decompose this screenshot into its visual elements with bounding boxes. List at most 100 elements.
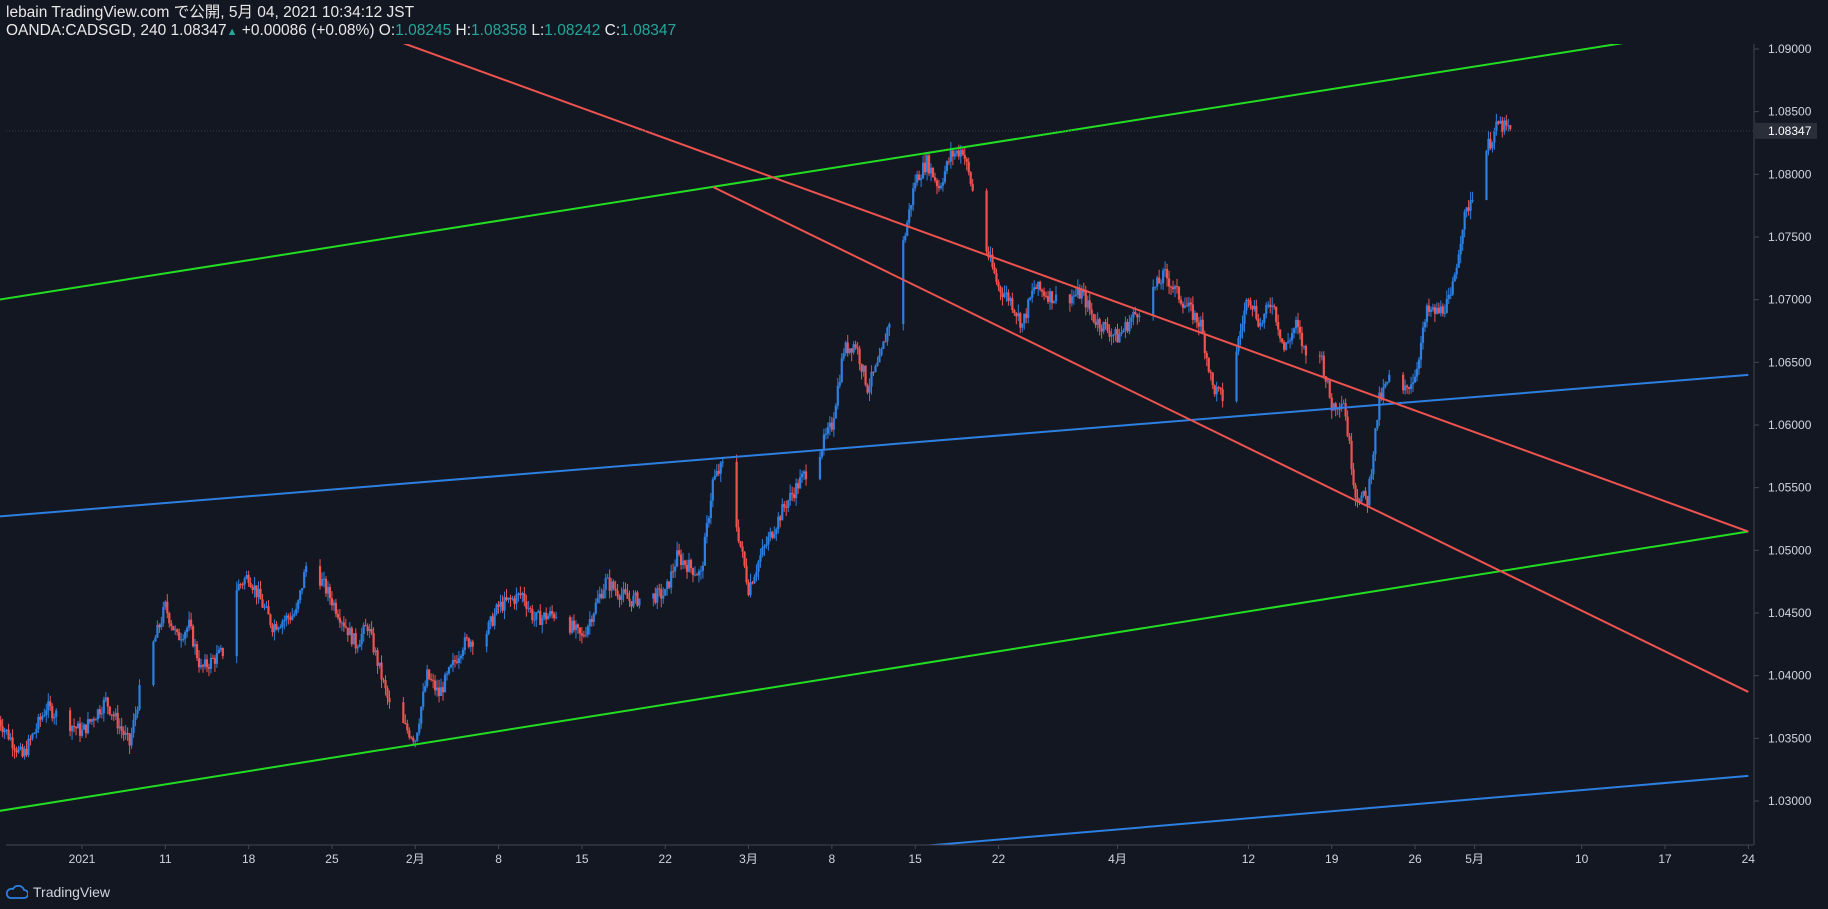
candle-up bbox=[666, 581, 669, 589]
candle-down bbox=[1249, 300, 1252, 306]
candle-down bbox=[1300, 332, 1304, 347]
candle-up bbox=[882, 341, 885, 349]
time-tick-label: 24 bbox=[1742, 852, 1756, 866]
candle-down bbox=[854, 344, 857, 348]
candle-down bbox=[677, 550, 681, 555]
candle-down bbox=[529, 608, 532, 610]
candle-down bbox=[380, 662, 383, 680]
candle-up bbox=[638, 598, 641, 606]
candle-down bbox=[249, 582, 252, 588]
candle-up bbox=[955, 150, 958, 154]
candle-down bbox=[1165, 269, 1169, 279]
candle-down bbox=[668, 581, 671, 588]
candle-down bbox=[170, 623, 173, 627]
time-tick-label: 5月 bbox=[1465, 852, 1484, 866]
candle-down bbox=[78, 723, 82, 736]
candle-down bbox=[191, 626, 195, 647]
candle-down bbox=[1298, 326, 1302, 333]
candle-down bbox=[342, 622, 345, 627]
candle-down bbox=[523, 593, 526, 602]
candle-down bbox=[346, 627, 349, 636]
candle-down bbox=[1433, 307, 1436, 314]
candle-down bbox=[116, 712, 119, 729]
candle-up bbox=[674, 566, 677, 572]
candle-down bbox=[628, 598, 631, 602]
time-tick-label: 18 bbox=[242, 852, 256, 866]
candle-up bbox=[862, 365, 865, 372]
candle-up bbox=[769, 531, 772, 537]
candle-up bbox=[1425, 305, 1429, 323]
candle-up bbox=[1409, 384, 1413, 389]
candle-down bbox=[328, 587, 332, 599]
candle-down bbox=[612, 581, 615, 589]
tradingview-logo[interactable]: TradingView bbox=[6, 884, 110, 900]
candle-down bbox=[1068, 294, 1071, 304]
candle-up bbox=[908, 209, 911, 223]
candles-layer bbox=[0, 113, 1512, 760]
candle-down bbox=[1201, 319, 1204, 334]
candle-up bbox=[219, 647, 222, 650]
price-tick-label: 1.08500 bbox=[1768, 105, 1812, 119]
candle-up bbox=[180, 639, 183, 641]
symbol-label: OANDA:CADSGD, 240 bbox=[6, 22, 167, 39]
candle-up bbox=[1120, 332, 1123, 335]
red-trend-line bbox=[712, 185, 1749, 693]
candle-down bbox=[1179, 299, 1183, 304]
candle-up bbox=[19, 746, 22, 749]
candle-up bbox=[1463, 211, 1466, 230]
candle-down bbox=[1217, 387, 1220, 389]
candle-up bbox=[1005, 292, 1008, 295]
candle-up bbox=[707, 518, 710, 524]
candle-down bbox=[741, 546, 744, 552]
candle-down bbox=[578, 627, 582, 634]
green-trend-line bbox=[0, 35, 1666, 301]
candle-up bbox=[1215, 387, 1218, 395]
candle-up bbox=[360, 633, 363, 645]
candle-up bbox=[1118, 334, 1121, 343]
candle-down bbox=[1269, 304, 1272, 308]
candle-down bbox=[858, 348, 861, 364]
candle-up bbox=[765, 544, 768, 546]
candle-up bbox=[305, 566, 308, 573]
candle-up bbox=[1292, 328, 1296, 334]
candle-down bbox=[672, 571, 675, 573]
candle-down bbox=[1441, 306, 1444, 314]
candle-up bbox=[27, 738, 30, 756]
candle-up bbox=[527, 608, 530, 610]
candle-down bbox=[1088, 300, 1091, 310]
candle-up bbox=[537, 611, 540, 613]
candle-down bbox=[947, 161, 950, 163]
candle-down bbox=[971, 183, 974, 191]
candle-up bbox=[1237, 338, 1240, 352]
candle-up bbox=[517, 593, 520, 595]
last-price-tag bbox=[1755, 122, 1817, 139]
candle-down bbox=[21, 746, 24, 757]
candle-down bbox=[689, 559, 693, 569]
candle-down bbox=[1273, 305, 1276, 307]
candle-up bbox=[1193, 312, 1196, 320]
candle-up bbox=[348, 627, 351, 636]
candle-down bbox=[51, 706, 54, 719]
candle-down bbox=[338, 617, 341, 623]
candle-down bbox=[410, 737, 413, 739]
candle-up bbox=[916, 174, 919, 183]
candle-up bbox=[1160, 283, 1163, 285]
candle-up bbox=[925, 155, 929, 173]
candle-down bbox=[1039, 281, 1042, 290]
candle-up bbox=[1386, 381, 1389, 384]
candle-up bbox=[687, 559, 691, 572]
candle-down bbox=[1402, 374, 1405, 391]
candle-down bbox=[791, 492, 794, 495]
candle-down bbox=[13, 748, 16, 751]
candle-up bbox=[1031, 290, 1034, 298]
candle-up bbox=[949, 150, 952, 162]
candle-up bbox=[422, 691, 425, 707]
candle-up bbox=[715, 471, 718, 476]
tradingview-brand: TradingView bbox=[33, 884, 111, 900]
trend-lines-layer bbox=[0, 29, 1749, 850]
candle-up bbox=[1286, 341, 1290, 343]
candle-up bbox=[352, 633, 355, 645]
candle-down bbox=[937, 186, 941, 189]
candle-up bbox=[374, 650, 377, 653]
